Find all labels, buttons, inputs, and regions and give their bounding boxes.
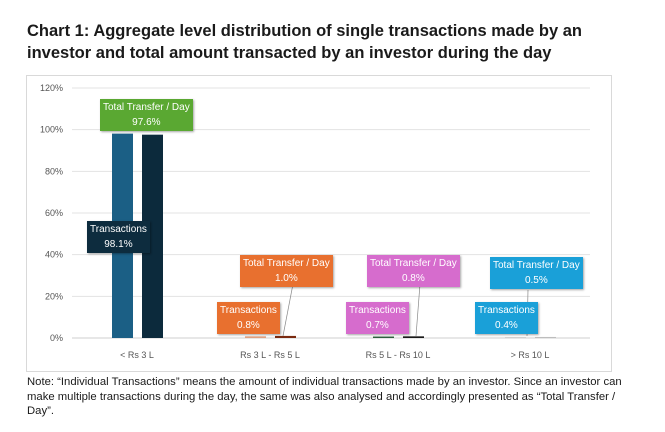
y-tick-label: 20%: [45, 291, 63, 301]
total-label-0: Total Transfer / Day 97.6%: [100, 99, 193, 131]
leader-line: [415, 283, 421, 337]
total-label-2: Total Transfer / Day 0.8%: [367, 255, 460, 287]
transactions-label-1: Transactions 0.8%: [217, 302, 280, 334]
chart-frame: [26, 75, 612, 372]
y-tick-label: 80%: [45, 166, 63, 176]
leader-line: [282, 283, 294, 337]
bar-total-transfer: [142, 134, 163, 338]
chart-note: Note: “Individual Transactions” means th…: [27, 376, 622, 417]
x-tick-label: Rs 3 L - Rs 5 L: [240, 350, 300, 360]
transactions-label-0: Transactions 98.1%: [87, 221, 150, 253]
x-tick-label: < Rs 3 L: [120, 350, 154, 360]
x-tick-label: Rs 5 L - Rs 10 L: [366, 350, 431, 360]
y-tick-label: 100%: [40, 125, 63, 135]
x-tick-label: > Rs 10 L: [511, 350, 550, 360]
total-label-1: Total Transfer / Day 1.0%: [240, 255, 333, 287]
y-tick-label: 40%: [45, 250, 63, 260]
y-tick-label: 120%: [40, 83, 63, 93]
transactions-label-2: Transactions 0.7%: [346, 302, 409, 334]
total-label-3: Total Transfer / Day 0.5%: [490, 257, 583, 289]
y-tick-label: 60%: [45, 208, 63, 218]
transactions-label-3: Transactions 0.4%: [475, 302, 538, 334]
bar-transactions: [373, 336, 394, 338]
y-tick-label: 0%: [50, 333, 63, 343]
bar-transactions: [505, 337, 526, 338]
bar-total-transfer: [403, 336, 424, 338]
chart-title: Chart 1: Aggregate level distribution of…: [27, 22, 582, 62]
bar-total-transfer: [275, 335, 296, 338]
bar-total-transfer: [535, 336, 556, 338]
bar-transactions: [245, 336, 266, 338]
